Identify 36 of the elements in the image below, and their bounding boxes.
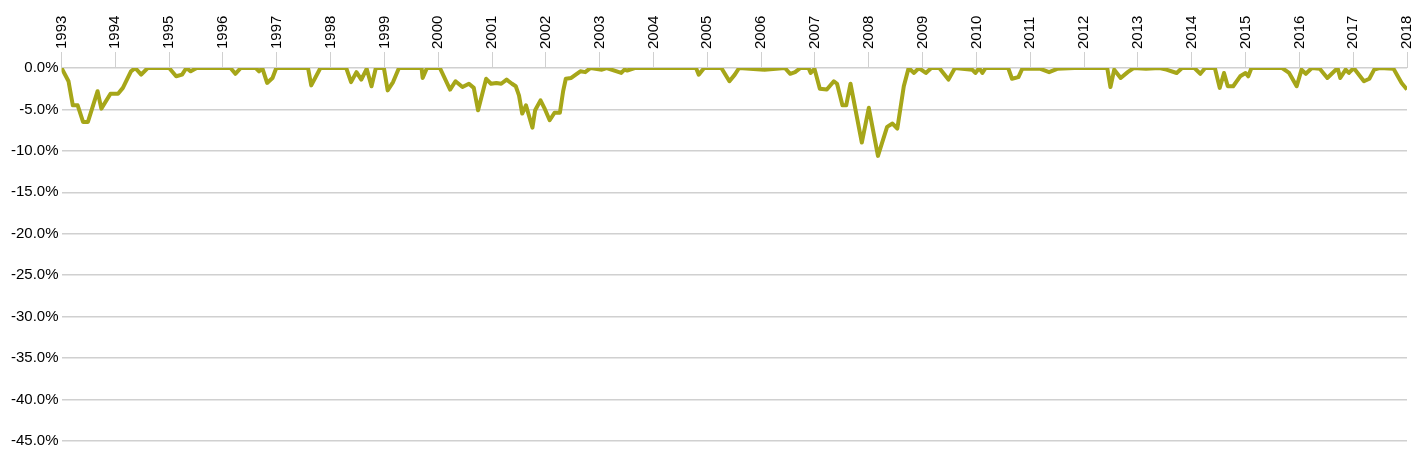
y-tick-label: -35.0% (11, 348, 59, 366)
x-tick-label: 2002 (536, 15, 554, 49)
x-tick-label: 1995 (159, 15, 177, 49)
x-tick-label: 2016 (1289, 15, 1307, 49)
x-tick-label: 2000 (428, 15, 446, 49)
x-tick-label: 2018 (1397, 15, 1415, 49)
y-tick-label: -15.0% (11, 182, 59, 200)
x-tick-label: 2010 (966, 15, 984, 49)
y-tick-label: -5.0% (19, 99, 59, 117)
x-tick-label: 2006 (751, 15, 769, 49)
y-tick-label: -45.0% (11, 431, 59, 449)
x-tick-label: 1998 (320, 15, 338, 49)
x-tick-label: 1996 (213, 15, 231, 49)
x-tick-label: 2012 (1074, 15, 1092, 49)
x-tick-label: 1997 (266, 15, 284, 49)
x-tick-label: 2007 (805, 15, 823, 49)
x-tick-label: 2005 (697, 15, 715, 49)
x-tick-label: 1994 (105, 15, 123, 49)
x-tick-label: 2003 (589, 15, 607, 49)
x-tick-label: 2001 (482, 15, 500, 49)
x-tick-label: 2014 (1181, 15, 1199, 49)
x-tick-label: 2015 (1235, 15, 1253, 49)
x-tick-label: 2008 (858, 15, 876, 49)
y-tick-label: -10.0% (11, 141, 59, 159)
x-tick-label: 1999 (374, 15, 392, 49)
x-tick-label: 2011 (1020, 16, 1038, 49)
x-tick-label: 2004 (643, 15, 661, 49)
y-tick-label: -40.0% (11, 389, 59, 407)
x-tick-label: 2017 (1343, 15, 1361, 49)
x-tick-label: 2013 (1128, 15, 1146, 49)
y-tick-label: -30.0% (11, 306, 59, 324)
y-tick-label: -25.0% (11, 265, 59, 283)
y-tick-label: -20.0% (11, 223, 59, 241)
x-tick-label: 1993 (51, 15, 69, 49)
x-tick-label: 2009 (912, 15, 930, 49)
y-tick-label: 0.0% (24, 58, 59, 76)
